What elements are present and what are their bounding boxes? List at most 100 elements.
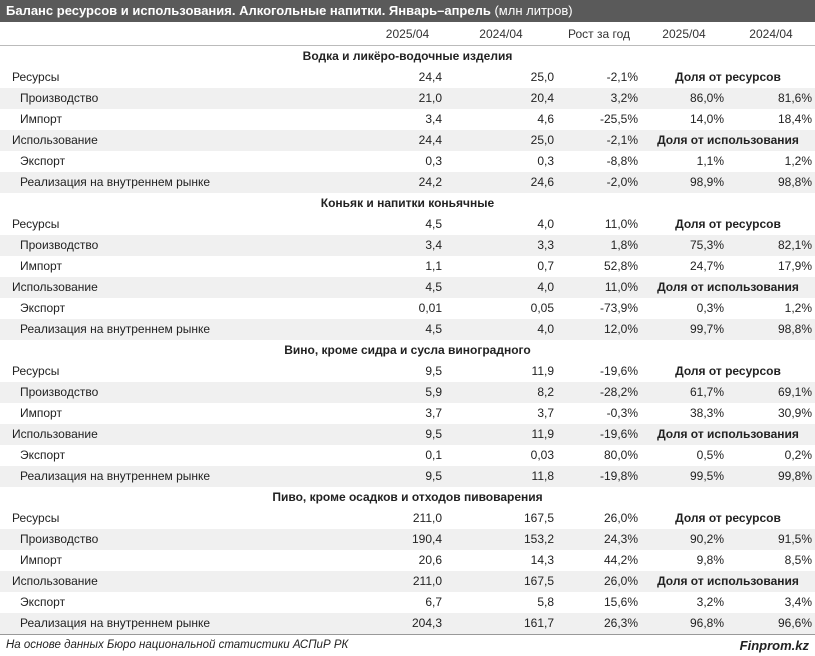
row: Использование 24,4 25,0 -2,1% Доля от исполь… <box>0 129 815 151</box>
cell: 86,0% <box>641 87 727 109</box>
cell: 9,5 <box>370 465 445 487</box>
row-label: Производство <box>0 528 370 550</box>
cell: -19,6% <box>557 423 641 445</box>
cell: -19,8% <box>557 465 641 487</box>
cell: 75,3% <box>641 234 727 256</box>
cell: 98,8% <box>727 318 815 340</box>
cell: 21,0 <box>370 87 445 109</box>
cell: 0,2% <box>784 448 812 462</box>
row: Импорт 20,6 14,3 44,2% 9,8% 8,5% <box>0 550 815 571</box>
cell: 96,8% <box>641 612 727 634</box>
cell: 38,3% <box>689 406 724 420</box>
row-label: Импорт <box>20 259 62 273</box>
cell: 20,6 <box>418 553 442 567</box>
share-label: Доля от использования <box>641 129 815 151</box>
row-label: Производство <box>0 381 370 403</box>
section-row: Пиво, кроме осадков и отходов пивоварени… <box>0 487 815 508</box>
row: Импорт 3,7 3,7 -0,3% 38,3% 30,9% <box>0 403 815 424</box>
cell: 0,03 <box>530 448 554 462</box>
cell: 11,9 <box>531 364 554 378</box>
cell: -19,6% <box>599 364 638 378</box>
cell: 3,7 <box>425 406 442 420</box>
row-label: Импорт <box>20 112 62 126</box>
cell: 167,5 <box>523 511 554 525</box>
row-label: Использование <box>0 276 370 298</box>
cell: 11,0% <box>604 217 638 231</box>
row: Производство 190,4 153,2 24,3% 90,2% 91,5% <box>0 528 815 550</box>
cell: 4,0 <box>445 318 557 340</box>
cell: 9,5 <box>370 423 445 445</box>
unit: (млн литров) <box>494 3 573 18</box>
cell: 9,5 <box>425 364 442 378</box>
cell: 20,4 <box>445 87 557 109</box>
cell: 3,7 <box>537 406 554 420</box>
row: Производство 21,0 20,4 3,2% 86,0% 81,6% <box>0 87 815 109</box>
row-label: Ресурсы <box>12 217 60 231</box>
row: Производство 3,4 3,3 1,8% 75,3% 82,1% <box>0 234 815 256</box>
cell: 6,7 <box>425 595 442 609</box>
cell: 69,1% <box>727 381 815 403</box>
row: Использование 4,5 4,0 11,0% Доля от использо… <box>0 276 815 298</box>
row-label: Реализация на внутреннем рынке <box>0 318 370 340</box>
cell: 8,5% <box>784 553 812 567</box>
title-bar: Баланс ресурсов и использования. Алкогол… <box>0 0 815 22</box>
cell: 98,8% <box>727 171 815 193</box>
row: Экспорт 0,3 0,3 -8,8% 1,1% 1,2% <box>0 151 815 172</box>
row: Ресурсы 24,4 25,0 -2,1% Доля от ресурсов <box>0 67 815 88</box>
cell: 26,0% <box>557 570 641 592</box>
share-label: Доля от использования <box>641 570 815 592</box>
row-label: Экспорт <box>20 448 66 462</box>
cell: 1,2% <box>784 154 812 168</box>
cell: 8,2 <box>445 381 557 403</box>
cell: 5,9 <box>370 381 445 403</box>
share-label: Доля от ресурсов <box>675 511 781 525</box>
cell: 26,3% <box>557 612 641 634</box>
cell: 90,2% <box>641 528 727 550</box>
row: Импорт 1,1 0,7 52,8% 24,7% 17,9% <box>0 256 815 277</box>
cell: 0,05 <box>530 301 554 315</box>
cell: 44,2% <box>603 553 638 567</box>
section-row: Вино, кроме сидра и сусла виноградного <box>0 340 815 361</box>
cell: 1,8% <box>557 234 641 256</box>
row-label: Импорт <box>20 406 62 420</box>
cell: 0,3% <box>696 301 724 315</box>
cell: 24,4 <box>370 129 445 151</box>
cell: 82,1% <box>727 234 815 256</box>
cell: -28,2% <box>557 381 641 403</box>
row-label: Экспорт <box>20 301 66 315</box>
cell: 1,1% <box>696 154 724 168</box>
cell: 0,3 <box>425 154 442 168</box>
cell: -0,3% <box>606 406 638 420</box>
section-title: Пиво, кроме осадков и отходов пивоварени… <box>272 490 543 504</box>
row-label: Реализация на внутреннем рынке <box>0 612 370 634</box>
table: 2025/04 2024/04 Рост за год 2025/04 2024/04 В… <box>0 22 815 634</box>
cell: 99,5% <box>641 465 727 487</box>
section-row: Коньяк и напитки коньячные <box>0 193 815 214</box>
row-label: Производство <box>0 87 370 109</box>
cell: 4,5 <box>425 217 442 231</box>
row-label: Использование <box>0 423 370 445</box>
section-row: Водка и ликёро-водочные изделия <box>0 46 815 67</box>
cell: 11,0% <box>557 276 641 298</box>
cell: 24,4 <box>418 70 442 84</box>
row-label: Ресурсы <box>12 511 60 525</box>
share-label: Доля от ресурсов <box>675 364 781 378</box>
cell: 0,3 <box>537 154 554 168</box>
share-label: Доля от ресурсов <box>675 217 781 231</box>
row-label: Экспорт <box>20 595 66 609</box>
cell: 4,6 <box>537 112 554 126</box>
cell: 61,7% <box>641 381 727 403</box>
title: Баланс ресурсов и использования. Алкогол… <box>6 3 491 18</box>
table-body: 2025/04 2024/04 Рост за год 2025/04 2024/04 В… <box>0 22 815 634</box>
cell: 24,2 <box>370 171 445 193</box>
section-title: Вино, кроме сидра и сусла виноградного <box>284 343 531 357</box>
row: Ресурсы 211,0 167,5 26,0% Доля от ресурсов <box>0 508 815 529</box>
cell: 18,4% <box>777 112 812 126</box>
share-label: Доля от ресурсов <box>675 70 781 84</box>
share-label: Доля от использования <box>641 276 815 298</box>
row: Импорт 3,4 4,6 -25,5% 14,0% 18,4% <box>0 109 815 130</box>
cell: -25,5% <box>599 112 638 126</box>
cell: 91,5% <box>727 528 815 550</box>
row-label: Экспорт <box>20 154 66 168</box>
header-cell: 2024/04 <box>445 22 557 46</box>
